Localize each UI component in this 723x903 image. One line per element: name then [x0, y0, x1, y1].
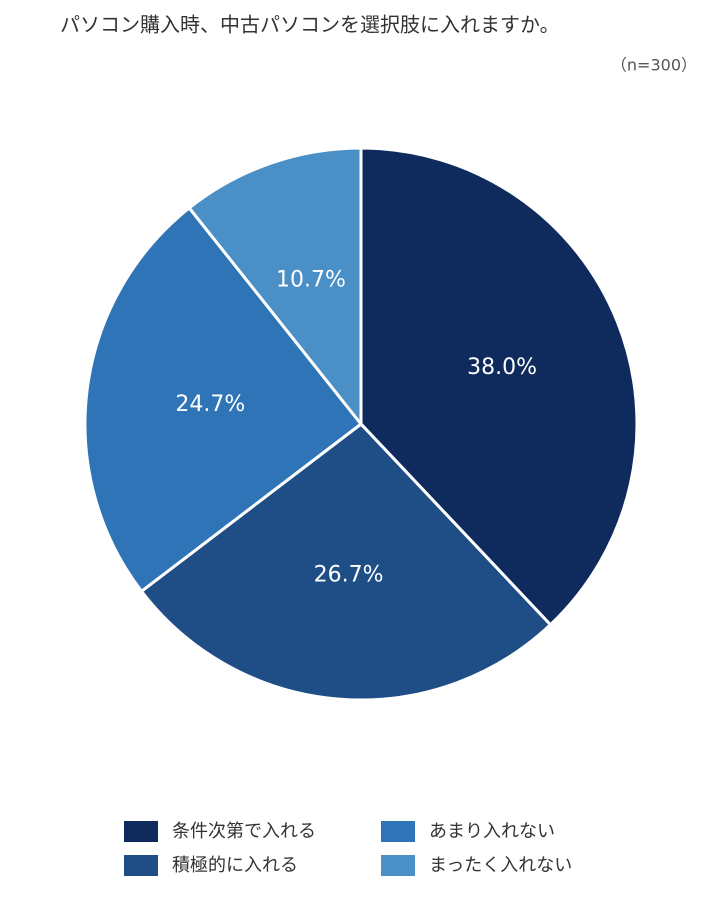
- legend-label: あまり入れない: [429, 821, 555, 842]
- legend-swatch: [381, 855, 415, 876]
- pie-slice: [83, 205, 364, 594]
- legend-swatch: [124, 855, 158, 876]
- legend-swatch: [381, 821, 415, 842]
- pie-slice: [359, 146, 639, 627]
- pie-slice: [139, 421, 553, 702]
- legend-label: 積極的に入れる: [172, 855, 298, 876]
- value-label: 38.0%: [467, 355, 537, 380]
- legend-label: まったく入れない: [429, 855, 572, 876]
- value-label: 10.7%: [276, 268, 346, 293]
- pie-slice: [187, 146, 363, 429]
- chart-subtitle: （n=300）: [611, 56, 697, 75]
- value-label: 26.7%: [314, 562, 384, 587]
- chart-title: パソコン購入時、中古パソコンを選択肢に入れますか。: [60, 13, 560, 37]
- legend-swatch: [124, 821, 158, 842]
- pie: 38.0% 26.7% 24.7% 10.7%: [83, 146, 639, 702]
- value-label: 24.7%: [175, 392, 245, 417]
- legend-label: 条件次第で入れる: [172, 821, 316, 842]
